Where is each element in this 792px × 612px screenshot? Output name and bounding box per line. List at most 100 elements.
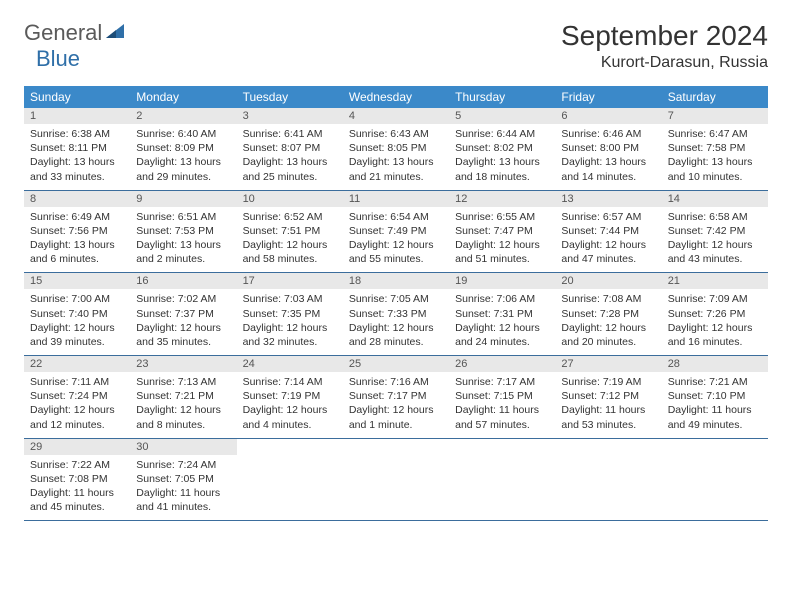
day-details: Sunrise: 6:38 AMSunset: 8:11 PMDaylight:… (24, 124, 130, 190)
calendar-table: SundayMondayTuesdayWednesdayThursdayFrid… (24, 86, 768, 521)
day-details: Sunrise: 7:21 AMSunset: 7:10 PMDaylight:… (662, 372, 768, 438)
day-details: Sunrise: 6:49 AMSunset: 7:56 PMDaylight:… (24, 207, 130, 273)
weekday-header: Sunday (24, 86, 130, 108)
day-details: Sunrise: 7:16 AMSunset: 7:17 PMDaylight:… (343, 372, 449, 438)
calendar-day-cell: 27Sunrise: 7:19 AMSunset: 7:12 PMDayligh… (555, 356, 661, 439)
calendar-day-cell: 4Sunrise: 6:43 AMSunset: 8:05 PMDaylight… (343, 108, 449, 190)
calendar-day-cell: 21Sunrise: 7:09 AMSunset: 7:26 PMDayligh… (662, 273, 768, 356)
day-details: Sunrise: 7:19 AMSunset: 7:12 PMDaylight:… (555, 372, 661, 438)
day-details: Sunrise: 7:17 AMSunset: 7:15 PMDaylight:… (449, 372, 555, 438)
day-details: Sunrise: 7:06 AMSunset: 7:31 PMDaylight:… (449, 289, 555, 355)
calendar-day-cell: 5Sunrise: 6:44 AMSunset: 8:02 PMDaylight… (449, 108, 555, 190)
weekday-header: Monday (130, 86, 236, 108)
calendar-day-cell: 22Sunrise: 7:11 AMSunset: 7:24 PMDayligh… (24, 356, 130, 439)
day-number: 11 (343, 191, 449, 207)
calendar-day-cell: 15Sunrise: 7:00 AMSunset: 7:40 PMDayligh… (24, 273, 130, 356)
day-details: Sunrise: 6:57 AMSunset: 7:44 PMDaylight:… (555, 207, 661, 273)
calendar-day-cell: 23Sunrise: 7:13 AMSunset: 7:21 PMDayligh… (130, 356, 236, 439)
logo-text-blue: Blue (36, 46, 80, 71)
calendar-day-cell (237, 438, 343, 521)
day-details: Sunrise: 7:11 AMSunset: 7:24 PMDaylight:… (24, 372, 130, 438)
weekday-header: Thursday (449, 86, 555, 108)
calendar-day-cell (343, 438, 449, 521)
calendar-day-cell: 18Sunrise: 7:05 AMSunset: 7:33 PMDayligh… (343, 273, 449, 356)
calendar-day-cell: 6Sunrise: 6:46 AMSunset: 8:00 PMDaylight… (555, 108, 661, 190)
day-details: Sunrise: 7:09 AMSunset: 7:26 PMDaylight:… (662, 289, 768, 355)
day-details: Sunrise: 7:14 AMSunset: 7:19 PMDaylight:… (237, 372, 343, 438)
calendar-day-cell: 30Sunrise: 7:24 AMSunset: 7:05 PMDayligh… (130, 438, 236, 521)
weekday-header: Friday (555, 86, 661, 108)
weekday-header: Saturday (662, 86, 768, 108)
calendar-day-cell (662, 438, 768, 521)
day-details: Sunrise: 6:51 AMSunset: 7:53 PMDaylight:… (130, 207, 236, 273)
day-number: 13 (555, 191, 661, 207)
day-number: 19 (449, 273, 555, 289)
title-block: September 2024 Kurort-Darasun, Russia (561, 20, 768, 72)
day-details: Sunrise: 7:00 AMSunset: 7:40 PMDaylight:… (24, 289, 130, 355)
location: Kurort-Darasun, Russia (561, 54, 768, 72)
day-number: 5 (449, 108, 555, 124)
calendar-day-cell: 13Sunrise: 6:57 AMSunset: 7:44 PMDayligh… (555, 190, 661, 273)
calendar-day-cell: 19Sunrise: 7:06 AMSunset: 7:31 PMDayligh… (449, 273, 555, 356)
day-number: 16 (130, 273, 236, 289)
day-details: Sunrise: 7:22 AMSunset: 7:08 PMDaylight:… (24, 455, 130, 521)
day-details: Sunrise: 7:13 AMSunset: 7:21 PMDaylight:… (130, 372, 236, 438)
day-number: 20 (555, 273, 661, 289)
day-details: Sunrise: 6:41 AMSunset: 8:07 PMDaylight:… (237, 124, 343, 190)
day-number: 18 (343, 273, 449, 289)
header: General September 2024 Kurort-Darasun, R… (24, 20, 768, 72)
day-number: 27 (555, 356, 661, 372)
calendar-day-cell: 20Sunrise: 7:08 AMSunset: 7:28 PMDayligh… (555, 273, 661, 356)
day-details: Sunrise: 6:46 AMSunset: 8:00 PMDaylight:… (555, 124, 661, 190)
calendar-day-cell: 12Sunrise: 6:55 AMSunset: 7:47 PMDayligh… (449, 190, 555, 273)
calendar-day-cell: 11Sunrise: 6:54 AMSunset: 7:49 PMDayligh… (343, 190, 449, 273)
calendar-day-cell: 10Sunrise: 6:52 AMSunset: 7:51 PMDayligh… (237, 190, 343, 273)
calendar-day-cell: 29Sunrise: 7:22 AMSunset: 7:08 PMDayligh… (24, 438, 130, 521)
calendar-day-cell: 3Sunrise: 6:41 AMSunset: 8:07 PMDaylight… (237, 108, 343, 190)
day-details: Sunrise: 6:58 AMSunset: 7:42 PMDaylight:… (662, 207, 768, 273)
calendar-day-cell: 8Sunrise: 6:49 AMSunset: 7:56 PMDaylight… (24, 190, 130, 273)
calendar-day-cell: 2Sunrise: 6:40 AMSunset: 8:09 PMDaylight… (130, 108, 236, 190)
day-number: 1 (24, 108, 130, 124)
calendar-week-row: 1Sunrise: 6:38 AMSunset: 8:11 PMDaylight… (24, 108, 768, 190)
day-number: 3 (237, 108, 343, 124)
day-number: 4 (343, 108, 449, 124)
calendar-day-cell: 17Sunrise: 7:03 AMSunset: 7:35 PMDayligh… (237, 273, 343, 356)
calendar-day-cell: 16Sunrise: 7:02 AMSunset: 7:37 PMDayligh… (130, 273, 236, 356)
day-details: Sunrise: 6:52 AMSunset: 7:51 PMDaylight:… (237, 207, 343, 273)
logo-text-general: General (24, 20, 102, 46)
day-details: Sunrise: 7:02 AMSunset: 7:37 PMDaylight:… (130, 289, 236, 355)
calendar-week-row: 15Sunrise: 7:00 AMSunset: 7:40 PMDayligh… (24, 273, 768, 356)
calendar-week-row: 8Sunrise: 6:49 AMSunset: 7:56 PMDaylight… (24, 190, 768, 273)
day-number: 8 (24, 191, 130, 207)
weekday-header: Wednesday (343, 86, 449, 108)
calendar-day-cell: 7Sunrise: 6:47 AMSunset: 7:58 PMDaylight… (662, 108, 768, 190)
calendar-day-cell: 28Sunrise: 7:21 AMSunset: 7:10 PMDayligh… (662, 356, 768, 439)
day-details: Sunrise: 6:44 AMSunset: 8:02 PMDaylight:… (449, 124, 555, 190)
day-details: Sunrise: 7:05 AMSunset: 7:33 PMDaylight:… (343, 289, 449, 355)
day-number: 9 (130, 191, 236, 207)
weekday-header: Tuesday (237, 86, 343, 108)
day-details: Sunrise: 6:47 AMSunset: 7:58 PMDaylight:… (662, 124, 768, 190)
logo-blue-row: Blue (36, 46, 80, 72)
day-number: 15 (24, 273, 130, 289)
day-number: 29 (24, 439, 130, 455)
day-number: 7 (662, 108, 768, 124)
day-number: 30 (130, 439, 236, 455)
calendar-day-cell: 14Sunrise: 6:58 AMSunset: 7:42 PMDayligh… (662, 190, 768, 273)
day-number: 14 (662, 191, 768, 207)
day-number: 26 (449, 356, 555, 372)
day-details: Sunrise: 7:24 AMSunset: 7:05 PMDaylight:… (130, 455, 236, 521)
calendar-week-row: 22Sunrise: 7:11 AMSunset: 7:24 PMDayligh… (24, 356, 768, 439)
day-number: 17 (237, 273, 343, 289)
day-number: 10 (237, 191, 343, 207)
calendar-day-cell: 1Sunrise: 6:38 AMSunset: 8:11 PMDaylight… (24, 108, 130, 190)
calendar-day-cell (449, 438, 555, 521)
day-number: 28 (662, 356, 768, 372)
calendar-week-row: 29Sunrise: 7:22 AMSunset: 7:08 PMDayligh… (24, 438, 768, 521)
day-number: 25 (343, 356, 449, 372)
day-number: 6 (555, 108, 661, 124)
day-details: Sunrise: 7:08 AMSunset: 7:28 PMDaylight:… (555, 289, 661, 355)
calendar-day-cell: 26Sunrise: 7:17 AMSunset: 7:15 PMDayligh… (449, 356, 555, 439)
day-details: Sunrise: 6:43 AMSunset: 8:05 PMDaylight:… (343, 124, 449, 190)
